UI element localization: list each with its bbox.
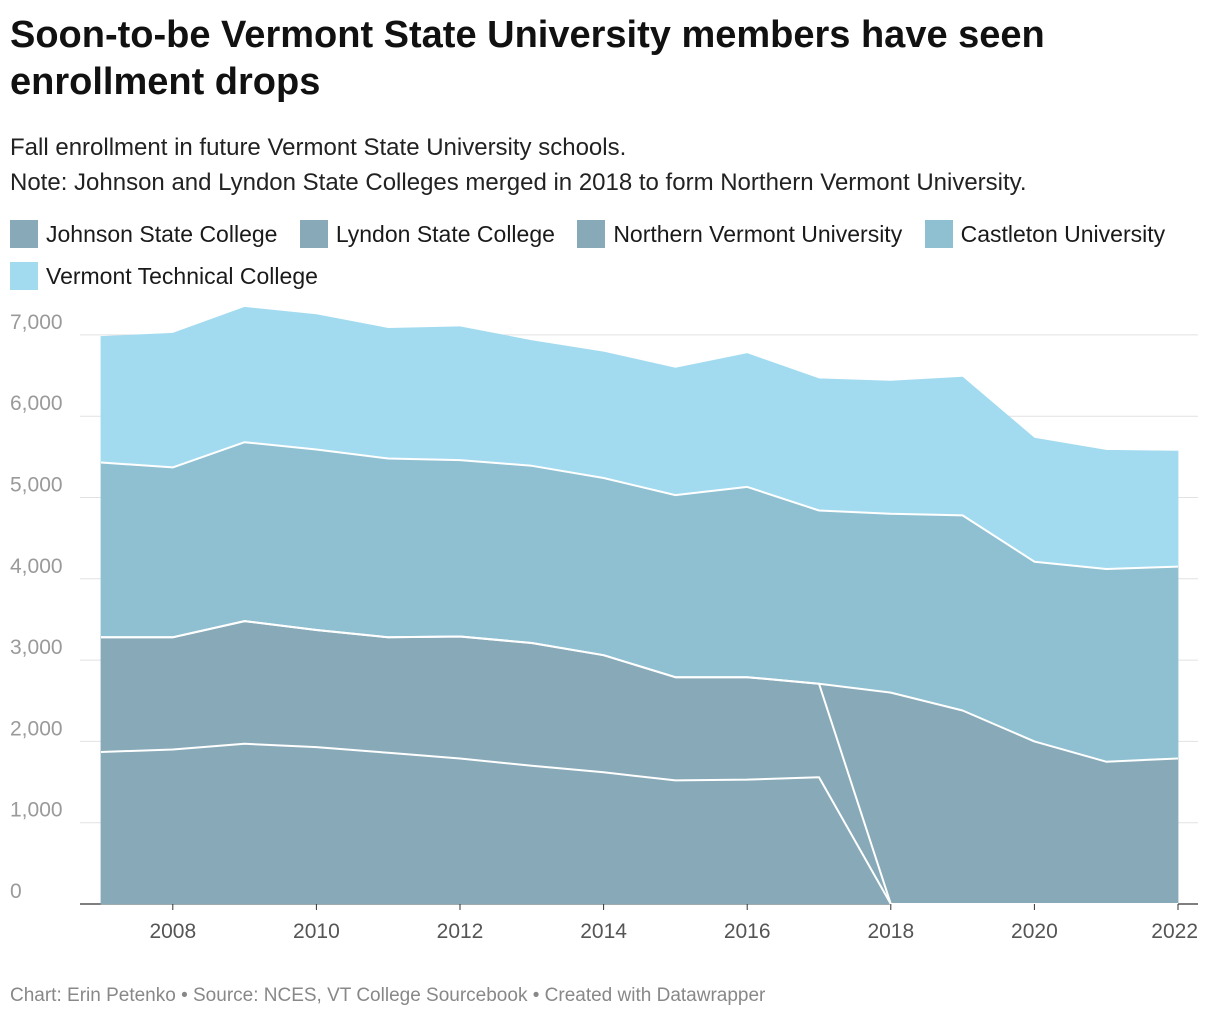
legend-label: Vermont Technical College xyxy=(46,263,318,289)
y-axis-ticks: 0 1,000 2,000 3,000 4,000 5,000 6,000 7,000 xyxy=(10,311,63,903)
chart-legend: Johnson State College Lyndon State Colle… xyxy=(10,216,1210,300)
legend-item-vermont-tech: Vermont Technical College xyxy=(10,258,318,294)
y-tick-label: 4,000 xyxy=(10,555,63,578)
legend-item-johnson: Johnson State College xyxy=(10,216,277,252)
chart-subtitle: Fall enrollment in future Vermont State … xyxy=(10,130,1210,200)
subtitle-line-1: Fall enrollment in future Vermont State … xyxy=(10,134,627,161)
series-boundary-lines xyxy=(100,441,1179,905)
legend-swatch xyxy=(299,220,328,248)
legend-label: Northern Vermont University xyxy=(613,221,903,247)
legend-label: Johnson State College xyxy=(46,221,278,247)
legend-swatch xyxy=(10,262,38,290)
x-tick-label: 2020 xyxy=(1011,920,1058,943)
x-tick-label: 2014 xyxy=(580,920,627,943)
legend-item-northern-vermont: Northern Vermont University xyxy=(577,216,902,252)
x-tick-label: 2010 xyxy=(293,920,340,943)
y-tick-label: 1,000 xyxy=(10,799,63,822)
y-tick-label: 7,000 xyxy=(10,311,63,334)
x-tick-label: 2018 xyxy=(867,920,914,943)
legend-swatch xyxy=(577,220,606,248)
line-northern-vermont-university xyxy=(101,620,1179,763)
x-tick-label: 2016 xyxy=(724,920,771,943)
area-chart: 0 1,000 2,000 3,000 4,000 5,000 6,000 7,000 200… xyxy=(10,306,1198,943)
chart-areas xyxy=(100,306,1179,905)
legend-item-castleton: Castleton University xyxy=(924,216,1166,252)
legend-label: Castleton University xyxy=(960,221,1166,247)
x-tick-label: 2022 xyxy=(1151,920,1198,943)
legend-item-lyndon: Lyndon State College xyxy=(299,216,555,252)
x-tick-label: 2012 xyxy=(437,920,484,943)
chart-credits: Chart: Erin Petenko • Source: NCES, VT C… xyxy=(10,985,766,1006)
subtitle-line-2: Note: Johnson and Lyndon State Colleges … xyxy=(10,169,1027,196)
y-tick-label: 5,000 xyxy=(10,474,63,497)
y-tick-label: 6,000 xyxy=(10,392,63,415)
x-tick-label: 2008 xyxy=(149,920,196,943)
y-tick-label: 2,000 xyxy=(10,717,63,740)
line-castleton-university xyxy=(100,441,1179,570)
legend-label: Lyndon State College xyxy=(335,221,555,247)
legend-swatch xyxy=(10,220,38,248)
y-tick-label: 3,000 xyxy=(10,636,63,659)
legend-swatch xyxy=(924,220,953,248)
y-tick-label: 0 xyxy=(10,880,22,903)
x-axis-ticks: 2008 2010 2012 2014 2016 2018 2020 2022 xyxy=(149,904,1198,943)
chart-title: Soon-to-be Vermont State University memb… xyxy=(10,14,1045,103)
